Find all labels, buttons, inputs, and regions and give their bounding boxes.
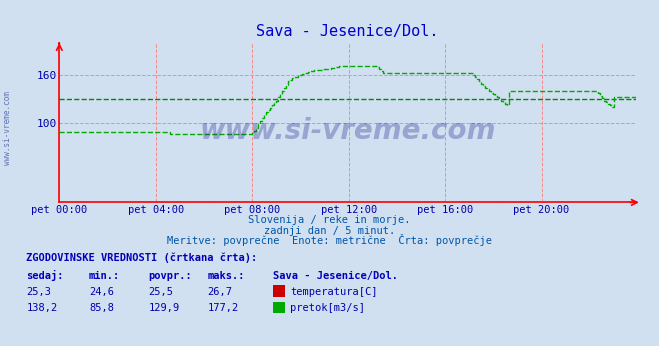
Text: ZGODOVINSKE VREDNOSTI (črtkana črta):: ZGODOVINSKE VREDNOSTI (črtkana črta): bbox=[26, 253, 258, 263]
Text: 26,7: 26,7 bbox=[208, 287, 233, 297]
Text: povpr.:: povpr.: bbox=[148, 271, 192, 281]
Text: 138,2: 138,2 bbox=[26, 303, 57, 313]
Text: 25,3: 25,3 bbox=[26, 287, 51, 297]
Text: www.si-vreme.com: www.si-vreme.com bbox=[200, 117, 496, 145]
Text: 177,2: 177,2 bbox=[208, 303, 239, 313]
Text: Meritve: povprečne  Enote: metrične  Črta: povprečje: Meritve: povprečne Enote: metrične Črta:… bbox=[167, 234, 492, 246]
Text: zadnji dan / 5 minut.: zadnji dan / 5 minut. bbox=[264, 226, 395, 236]
Text: www.si-vreme.com: www.si-vreme.com bbox=[3, 91, 13, 165]
Text: min.:: min.: bbox=[89, 271, 120, 281]
Text: Sava - Jesenice/Dol.: Sava - Jesenice/Dol. bbox=[273, 271, 399, 281]
Title: Sava - Jesenice/Dol.: Sava - Jesenice/Dol. bbox=[256, 24, 439, 39]
Text: sedaj:: sedaj: bbox=[26, 270, 64, 281]
Text: temperatura[C]: temperatura[C] bbox=[290, 287, 378, 297]
Text: 24,6: 24,6 bbox=[89, 287, 114, 297]
Text: maks.:: maks.: bbox=[208, 271, 245, 281]
Text: 25,5: 25,5 bbox=[148, 287, 173, 297]
Text: 129,9: 129,9 bbox=[148, 303, 179, 313]
Text: pretok[m3/s]: pretok[m3/s] bbox=[290, 303, 365, 313]
Text: Slovenija / reke in morje.: Slovenija / reke in morje. bbox=[248, 215, 411, 225]
Text: 85,8: 85,8 bbox=[89, 303, 114, 313]
